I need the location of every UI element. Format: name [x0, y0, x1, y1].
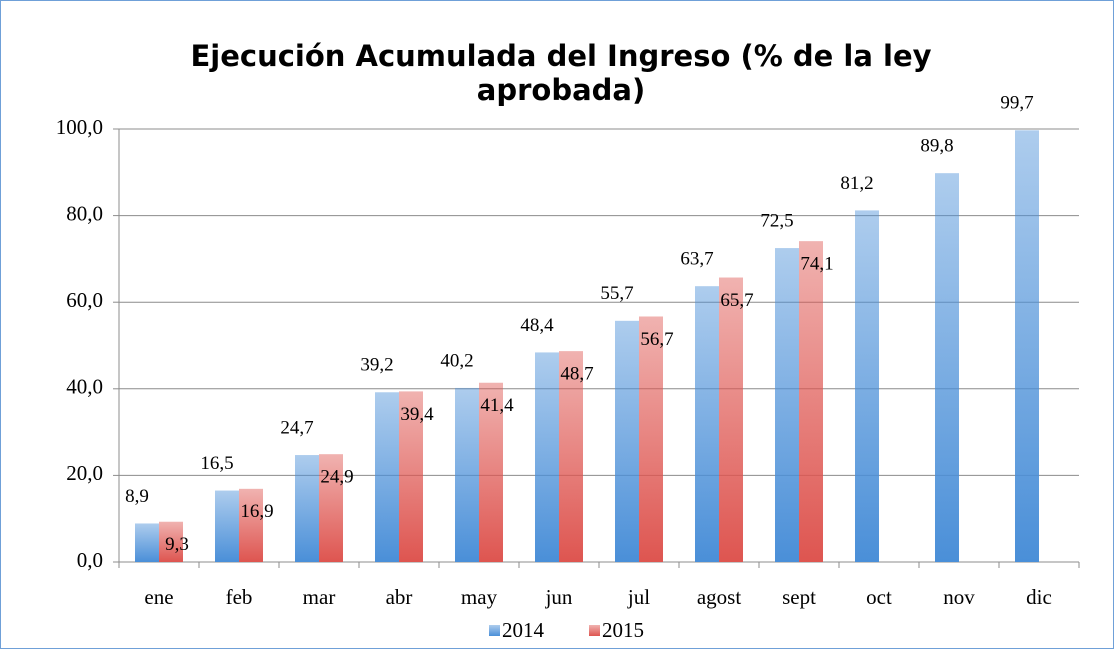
data-label: 48,4	[520, 315, 554, 336]
bar	[775, 248, 799, 562]
data-label: 81,2	[840, 173, 873, 194]
bar	[135, 523, 159, 562]
data-label: 16,9	[240, 501, 273, 522]
data-label: 99,7	[1000, 93, 1033, 114]
bar	[639, 316, 663, 562]
x-tick-label: ene	[144, 585, 173, 609]
bar	[935, 173, 959, 562]
x-tick-label: jul	[627, 585, 650, 609]
chart-title: Ejecución Acumulada del Ingreso (% de la…	[190, 39, 932, 107]
data-label: 24,7	[280, 417, 313, 438]
data-label: 16,5	[200, 453, 233, 474]
legend-label: 2014	[502, 618, 545, 642]
legend-swatch	[589, 625, 600, 636]
data-label: 72,5	[760, 210, 793, 231]
x-tick-label: may	[461, 585, 498, 609]
x-tick-label: agost	[697, 585, 741, 609]
bar	[855, 210, 879, 563]
data-label: 8,9	[125, 486, 149, 507]
bar	[695, 286, 719, 562]
bar	[535, 352, 559, 562]
x-tick-label: abr	[386, 585, 413, 609]
y-tick-label: 80,0	[66, 201, 103, 225]
x-tick-label: sept	[782, 585, 816, 609]
x-tick-label: feb	[226, 585, 253, 609]
x-tick-label: mar	[303, 585, 336, 609]
bar	[159, 521, 183, 562]
y-tick-label: 20,0	[66, 461, 103, 485]
data-label: 56,7	[640, 329, 673, 350]
bar	[719, 277, 743, 562]
bar	[1015, 130, 1039, 562]
data-label: 65,7	[720, 290, 753, 311]
bar	[615, 320, 639, 562]
data-label: 74,1	[800, 254, 833, 275]
x-tick-label: dic	[1026, 585, 1052, 609]
bar	[799, 241, 823, 562]
x-tick-label: jun	[545, 585, 573, 609]
x-tick-label: nov	[943, 585, 975, 609]
data-label: 63,7	[680, 249, 713, 270]
legend-label: 2015	[602, 618, 644, 642]
data-label: 41,4	[480, 395, 514, 416]
y-tick-label: 0,0	[77, 548, 103, 572]
data-label: 55,7	[600, 283, 633, 304]
data-label: 24,9	[320, 467, 353, 488]
bar	[559, 351, 583, 562]
data-label: 48,7	[560, 363, 593, 384]
data-label: 9,3	[165, 534, 189, 555]
bar	[295, 455, 319, 562]
data-label: 39,4	[400, 404, 434, 425]
bar	[375, 392, 399, 562]
y-tick-label: 40,0	[66, 375, 103, 399]
bar	[479, 382, 503, 562]
data-label: 39,2	[360, 355, 393, 376]
bar	[319, 454, 343, 562]
data-label: 89,8	[920, 136, 953, 157]
bar	[399, 391, 423, 562]
y-tick-label: 60,0	[66, 288, 103, 312]
y-tick-label: 100,0	[56, 115, 103, 139]
bar	[215, 490, 239, 562]
legend-swatch	[489, 625, 500, 636]
data-label: 40,2	[440, 350, 473, 371]
bar	[239, 488, 263, 562]
bar	[455, 387, 479, 562]
x-tick-label: oct	[866, 585, 892, 609]
